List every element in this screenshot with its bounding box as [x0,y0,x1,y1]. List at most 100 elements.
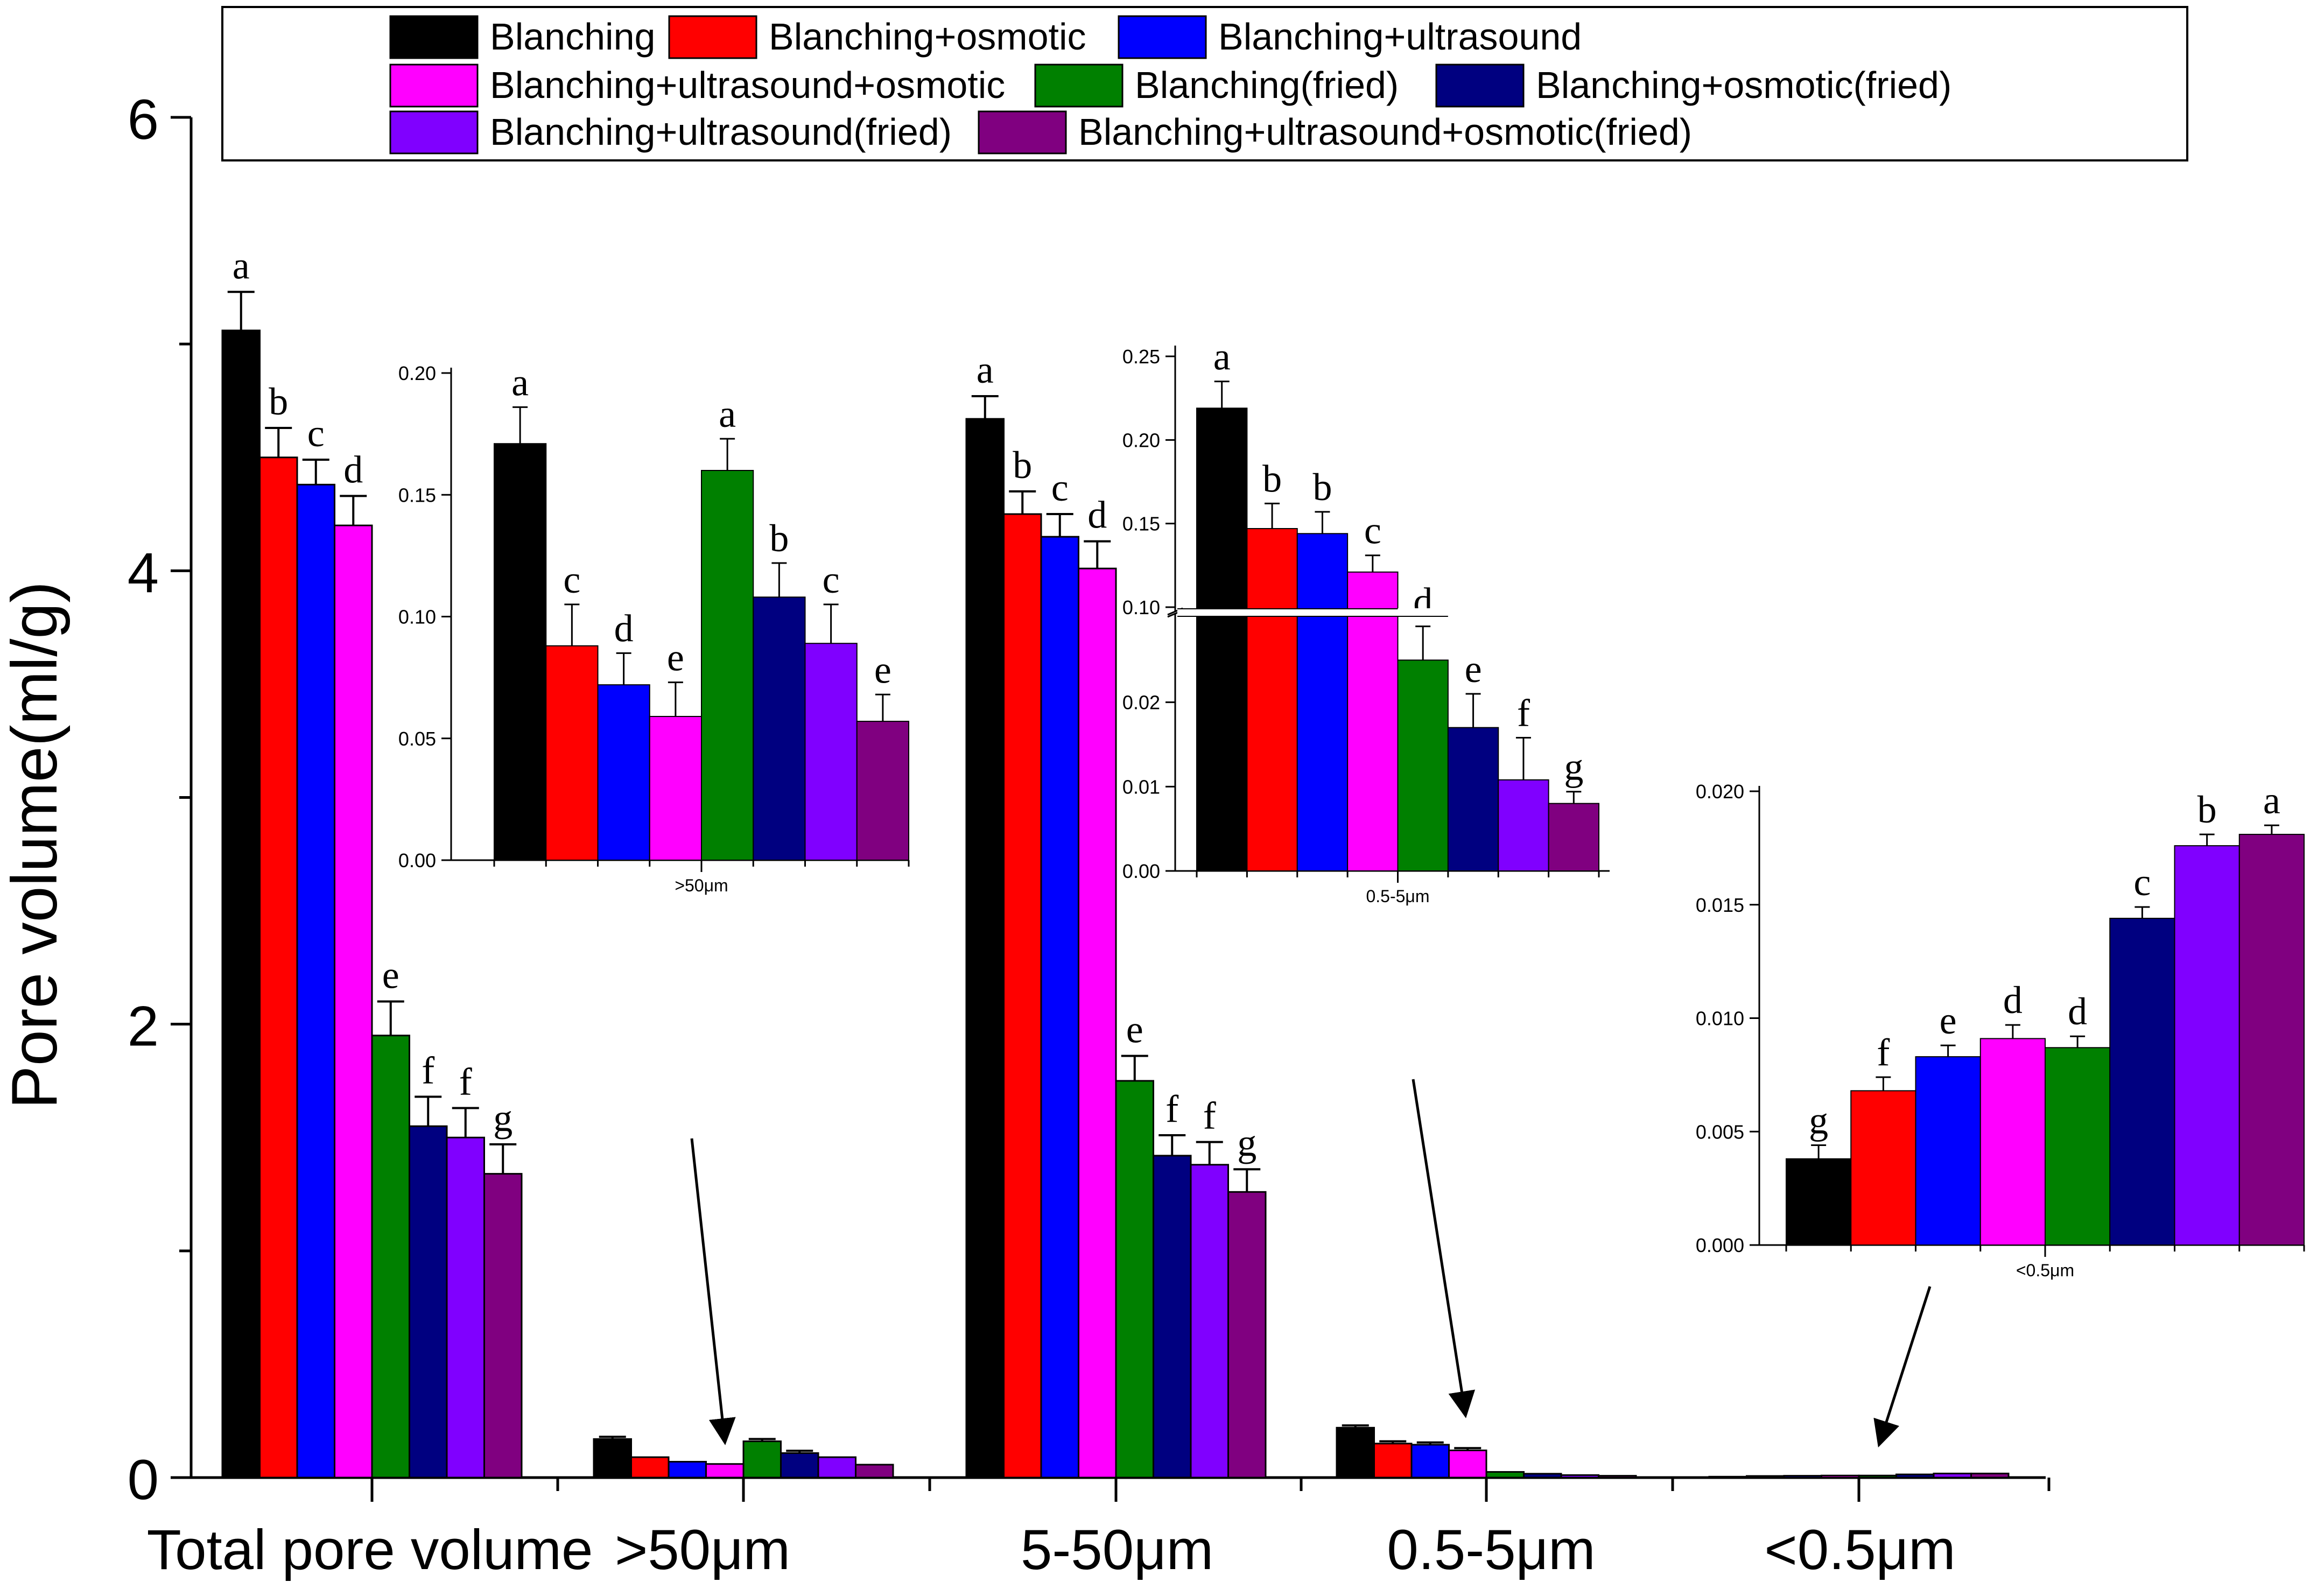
bar [1560,1474,1599,1479]
inset-significance-letter: e [1940,999,1957,1042]
inset-significance-letter: b [1262,457,1282,500]
inset-y-tick-label: 0.005 [1696,1121,1744,1143]
bar [371,1035,410,1479]
bar [705,1463,745,1479]
bar [1485,1471,1525,1479]
bar [334,524,373,1479]
inset-under-0.5: 0.000 0.005 0.010 0.015 0.020 <0.5μm g f e d d c b a [1696,779,2305,1280]
x-category-label: >50μm [615,1518,790,1581]
x-category-label: 5-50μm [1021,1518,1213,1581]
significance-letter: b [1013,444,1032,487]
bar [1190,1164,1229,1479]
bar [630,1456,670,1479]
legend-swatch [1435,64,1525,108]
inset-significance-letter: d [2068,990,2087,1033]
inset-significance-letter: b [769,517,789,560]
inset-bar [1915,1056,1981,1246]
bar [1895,1473,1935,1479]
inset-bar [494,443,547,861]
bar [1746,1475,1785,1479]
bar [1040,536,1079,1479]
significance-letter: f [459,1060,472,1103]
bar [855,1464,894,1479]
legend-label: Blanching(fried) [1135,64,1399,106]
arrow-0.5-5 [1412,1079,1476,1418]
arrow-under-0.5 [1873,1286,1932,1448]
inset-significance-letter: f [1517,691,1530,734]
inset-significance-letter: b [2197,788,2217,831]
inset-y-tick-label: 0.20 [1122,429,1160,451]
x-category-label: 0.5-5μm [1387,1518,1595,1581]
bar [1153,1155,1192,1479]
bar [1821,1474,1860,1479]
inset-bar [1347,571,1399,871]
inset-significance-letter: e [1465,648,1482,691]
bar [1858,1474,1897,1479]
inset-y-tick-label: 0.00 [1122,860,1160,882]
inset-significance-letter: a [719,392,736,435]
inset-bar [804,643,858,861]
y-tick-label: 6 [128,88,159,151]
legend-label: Blanching [490,16,655,58]
inset-y-tick-label: 0.010 [1696,1008,1744,1030]
bar [1523,1473,1562,1479]
significance-letter: a [977,348,994,391]
bar [259,456,298,1479]
legend-label: Blanching+osmotic(fried) [1536,64,1951,106]
inset-bar [649,716,702,861]
legend: Blanching Blanching+osmotic Blanching+ultr… [221,6,2188,161]
bar [446,1136,485,1479]
inset-significance-letter: e [667,636,684,679]
significance-letter: c [307,412,325,455]
significance-letter: b [269,380,288,423]
bar [965,418,1005,1479]
inset-y-tick-label: 0.02 [1122,692,1160,714]
inset-significance-letter: c [1364,509,1381,552]
inset-significance-letter: g [1809,1099,1828,1142]
significance-letter: f [1165,1087,1178,1130]
bar [668,1461,707,1479]
significance-letter: e [1126,1008,1143,1051]
significance-letter: f [1203,1094,1216,1137]
bar [409,1125,448,1479]
inset-bar [753,596,806,861]
inset-bar [701,470,754,861]
y-tick-label: 4 [128,542,159,604]
inset-bar [597,684,650,861]
bar [1115,1080,1154,1479]
legend-label: Blanching+ultrasound+osmotic(fried) [1078,111,1692,153]
inset-bar [545,645,599,861]
inset-y-tick-label: 0.020 [1696,781,1744,803]
bar [1410,1444,1450,1479]
inset-significance-letter: f [1877,1031,1890,1074]
inset-bar [2238,834,2305,1246]
bar [483,1173,523,1479]
inset-significance-letter: a [1213,335,1231,378]
inset-significance-letter: e [874,648,891,691]
bar [817,1456,856,1479]
inset-bar [1850,1090,1916,1246]
legend-swatch [389,110,479,154]
x-category-label: Total pore volume [147,1518,593,1581]
inset-significance-letter: g [1564,746,1583,789]
bar [1078,567,1117,1479]
significance-letter: d [1087,494,1107,537]
bar [1598,1475,1637,1479]
inset-bar [1397,659,1449,872]
inset-bar [1498,779,1549,872]
significance-letter: g [493,1096,512,1140]
bar [1933,1472,1972,1479]
axis-break-gap [1177,608,1612,617]
inset-significance-letter: d [614,607,634,650]
significance-letter: a [233,244,250,287]
inset-significance-letter: b [1312,466,1332,509]
inset-significance-letter: c [823,558,840,601]
inset-significance-letter: a [511,361,529,404]
legend-swatch [389,15,479,59]
bar [742,1440,782,1479]
inset-bar [856,721,909,861]
bar [1783,1475,1822,1479]
